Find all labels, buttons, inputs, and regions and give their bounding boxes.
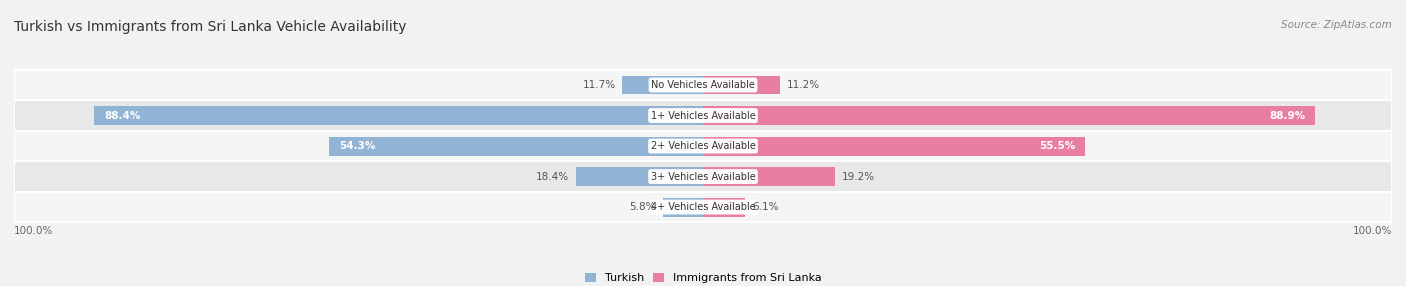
Text: 11.2%: 11.2%	[787, 80, 820, 90]
Legend: Turkish, Immigrants from Sri Lanka: Turkish, Immigrants from Sri Lanka	[581, 268, 825, 286]
Text: 88.9%: 88.9%	[1270, 111, 1305, 120]
Text: 88.4%: 88.4%	[104, 111, 141, 120]
Bar	[94, 106, 703, 125]
Text: 4+ Vehicles Available: 4+ Vehicles Available	[651, 202, 755, 212]
Text: 2+ Vehicles Available: 2+ Vehicles Available	[651, 141, 755, 151]
Bar	[664, 198, 703, 217]
Text: 18.4%: 18.4%	[536, 172, 569, 182]
Bar	[703, 137, 1085, 156]
Text: 3+ Vehicles Available: 3+ Vehicles Available	[651, 172, 755, 182]
Text: 100.0%: 100.0%	[1353, 226, 1392, 236]
Bar	[14, 161, 1392, 192]
Bar	[329, 137, 703, 156]
Text: 100.0%: 100.0%	[14, 226, 53, 236]
Text: Source: ZipAtlas.com: Source: ZipAtlas.com	[1281, 20, 1392, 30]
Bar	[14, 131, 1392, 161]
Text: No Vehicles Available: No Vehicles Available	[651, 80, 755, 90]
Text: 5.8%: 5.8%	[630, 202, 657, 212]
Text: 55.5%: 55.5%	[1039, 141, 1076, 151]
Bar	[14, 100, 1392, 131]
Bar	[623, 76, 703, 94]
Bar	[576, 167, 703, 186]
Text: 6.1%: 6.1%	[752, 202, 779, 212]
Bar	[703, 106, 1316, 125]
Text: 19.2%: 19.2%	[842, 172, 876, 182]
Bar	[703, 167, 835, 186]
Bar	[703, 76, 780, 94]
Bar	[14, 192, 1392, 222]
Bar	[14, 70, 1392, 100]
Text: Turkish vs Immigrants from Sri Lanka Vehicle Availability: Turkish vs Immigrants from Sri Lanka Veh…	[14, 20, 406, 34]
Bar	[703, 198, 745, 217]
Text: 54.3%: 54.3%	[339, 141, 375, 151]
Text: 11.7%: 11.7%	[582, 80, 616, 90]
Text: 1+ Vehicles Available: 1+ Vehicles Available	[651, 111, 755, 120]
